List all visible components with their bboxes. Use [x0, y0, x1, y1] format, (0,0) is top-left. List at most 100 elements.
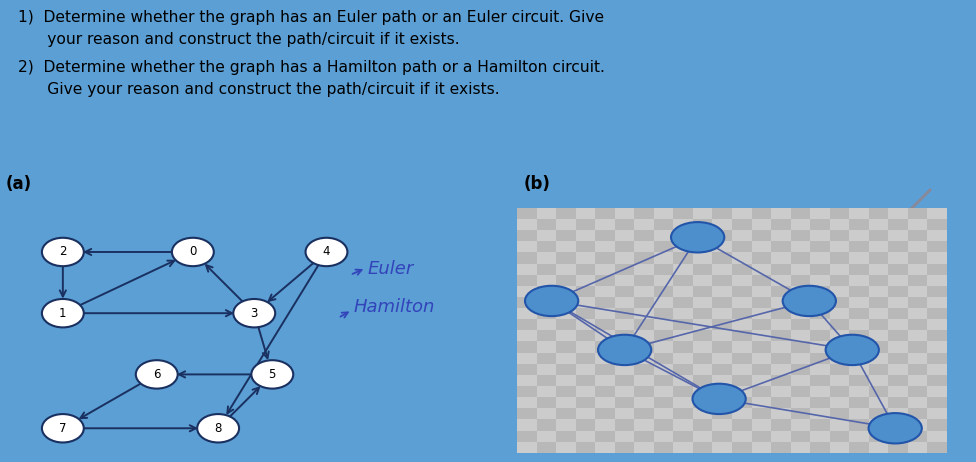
Bar	[537, 263, 556, 275]
Bar	[752, 319, 771, 330]
Bar	[517, 275, 537, 286]
Bar	[810, 230, 830, 241]
Bar	[830, 330, 849, 341]
Bar	[537, 241, 556, 252]
Bar	[595, 263, 615, 275]
Bar	[712, 364, 732, 375]
Bar	[576, 252, 595, 263]
Bar	[927, 408, 947, 419]
Bar	[693, 442, 712, 453]
Bar	[537, 286, 556, 297]
Bar	[830, 252, 849, 263]
Bar	[927, 319, 947, 330]
Bar	[791, 431, 810, 442]
Bar	[732, 286, 752, 297]
Bar	[830, 431, 849, 442]
Bar	[634, 219, 654, 230]
Bar	[693, 275, 712, 286]
Bar	[595, 431, 615, 442]
Bar	[771, 241, 791, 252]
Bar	[888, 353, 908, 364]
Bar	[810, 308, 830, 319]
Bar	[654, 364, 673, 375]
Bar	[849, 397, 869, 408]
Bar	[771, 386, 791, 397]
Bar	[634, 286, 654, 297]
Bar	[849, 419, 869, 431]
Circle shape	[783, 286, 835, 316]
Bar	[869, 431, 888, 442]
Bar	[693, 397, 712, 408]
Bar	[888, 308, 908, 319]
Bar	[712, 319, 732, 330]
Bar	[537, 219, 556, 230]
Bar	[654, 208, 673, 219]
Bar	[712, 241, 732, 252]
Bar	[849, 375, 869, 386]
Bar	[908, 297, 927, 308]
Bar	[654, 419, 673, 431]
Bar	[595, 208, 615, 219]
Text: 2: 2	[60, 245, 66, 258]
Bar	[732, 353, 752, 364]
Bar	[830, 286, 849, 297]
Bar	[517, 442, 537, 453]
Bar	[908, 219, 927, 230]
Bar	[791, 397, 810, 408]
Bar	[556, 330, 576, 341]
Bar	[810, 275, 830, 286]
Bar	[791, 375, 810, 386]
Bar	[732, 341, 752, 353]
Bar	[908, 341, 927, 353]
Bar	[927, 241, 947, 252]
Bar	[576, 353, 595, 364]
Bar	[693, 408, 712, 419]
Bar	[712, 353, 732, 364]
Bar	[634, 408, 654, 419]
Circle shape	[598, 335, 651, 365]
Bar	[654, 263, 673, 275]
Bar	[556, 208, 576, 219]
Bar	[888, 364, 908, 375]
Bar	[556, 386, 576, 397]
Bar	[771, 408, 791, 419]
Bar	[830, 241, 849, 252]
Bar	[517, 353, 537, 364]
Text: Hamilton: Hamilton	[354, 298, 435, 316]
Bar	[830, 364, 849, 375]
Bar	[517, 286, 537, 297]
Bar	[517, 431, 537, 442]
Bar	[830, 397, 849, 408]
Bar	[576, 241, 595, 252]
Bar	[634, 241, 654, 252]
Bar	[654, 386, 673, 397]
Bar	[654, 252, 673, 263]
Bar	[615, 408, 634, 419]
Bar	[791, 386, 810, 397]
Bar	[927, 219, 947, 230]
Bar	[908, 275, 927, 286]
Bar	[615, 319, 634, 330]
Bar	[517, 230, 537, 241]
Bar	[810, 319, 830, 330]
Bar	[810, 208, 830, 219]
Bar	[908, 252, 927, 263]
Bar	[615, 330, 634, 341]
Bar	[576, 419, 595, 431]
Bar	[810, 330, 830, 341]
Bar	[771, 397, 791, 408]
Bar	[869, 297, 888, 308]
Bar	[732, 275, 752, 286]
Bar	[771, 431, 791, 442]
Bar	[654, 375, 673, 386]
Bar	[849, 275, 869, 286]
Bar	[908, 353, 927, 364]
Bar	[888, 230, 908, 241]
Circle shape	[42, 414, 84, 443]
Bar	[732, 330, 752, 341]
Bar	[693, 297, 712, 308]
Bar	[693, 319, 712, 330]
Bar	[771, 353, 791, 364]
Bar	[537, 431, 556, 442]
Bar	[654, 353, 673, 364]
